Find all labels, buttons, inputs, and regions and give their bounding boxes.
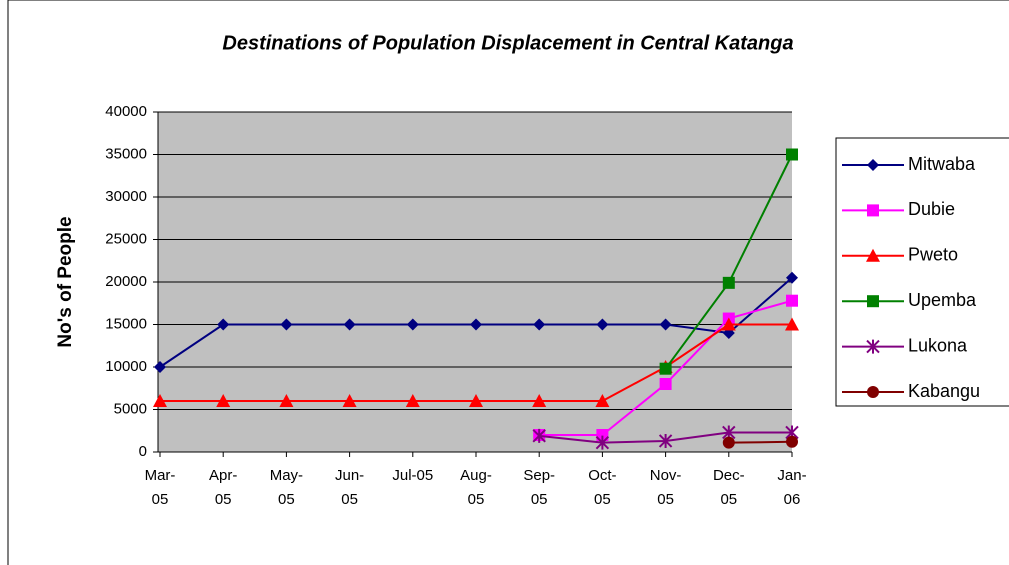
marker (595, 435, 610, 450)
marker (154, 361, 166, 373)
chart-title: Destinations of Population Displacement … (222, 32, 793, 54)
marker (216, 394, 231, 407)
legend-box (835, 137, 1009, 407)
series-line (728, 440, 793, 444)
legend-label: Lukona (908, 335, 968, 355)
x-tick-label: Dec-05 (712, 467, 745, 508)
marker (722, 436, 735, 449)
y-tick-label: 10000 (105, 358, 147, 375)
marker (867, 386, 879, 398)
x-tick-label: Apr-05 (209, 467, 238, 508)
y-axis-label: No's of People (55, 216, 76, 347)
marker (343, 318, 356, 331)
y-tick-label: 20000 (105, 273, 147, 290)
marker (280, 318, 293, 331)
x-tick-label: Jan-06 (777, 467, 807, 508)
x-tick-label: May-05 (269, 467, 304, 508)
y-tick-label: 25000 (105, 230, 147, 247)
marker (867, 204, 879, 217)
marker (595, 394, 610, 407)
marker (153, 394, 167, 407)
y-tick-label: 35000 (105, 145, 147, 162)
y-tick-label: 5000 (114, 400, 147, 417)
marker (786, 294, 798, 307)
x-tick-label: Nov-05 (649, 467, 682, 508)
marker (866, 248, 880, 262)
marker (721, 317, 736, 331)
y-tick-label: 15000 (105, 315, 147, 332)
legend-label: Upemba (908, 290, 977, 310)
marker (533, 318, 546, 331)
x-tick-label: Jun-05 (335, 467, 365, 508)
marker (786, 271, 798, 284)
y-tick-label: 30000 (105, 188, 147, 205)
x-tick-label: Mar-05 (144, 467, 176, 508)
marker (596, 429, 609, 441)
marker (658, 433, 673, 448)
marker (532, 394, 547, 407)
marker (866, 339, 880, 354)
marker (469, 394, 483, 407)
marker (217, 318, 230, 331)
marker (405, 394, 420, 407)
marker (722, 276, 735, 289)
legend-label: Mitwaba (908, 154, 976, 174)
marker (659, 362, 672, 375)
marker (786, 435, 798, 448)
marker (279, 394, 294, 407)
x-tick-label: Jul-05 (392, 467, 434, 484)
marker (470, 318, 482, 331)
y-tick-label: 40000 (105, 103, 147, 120)
x-tick-label: Sep-05 (523, 467, 556, 508)
marker (867, 159, 879, 171)
x-tick-label: Aug-05 (460, 467, 492, 508)
marker (342, 394, 357, 407)
marker (659, 378, 672, 390)
legend-label: Kabangu (908, 381, 980, 401)
marker (532, 428, 546, 443)
legend-label: Pweto (908, 245, 958, 265)
marker (406, 318, 419, 331)
marker (659, 318, 672, 331)
marker (786, 148, 798, 161)
x-tick-label: Oct-05 (588, 467, 617, 508)
marker (596, 318, 609, 331)
marker (785, 317, 799, 331)
marker (867, 295, 879, 308)
y-tick-label: 0 (139, 443, 147, 460)
legend-label: Dubie (908, 199, 955, 219)
